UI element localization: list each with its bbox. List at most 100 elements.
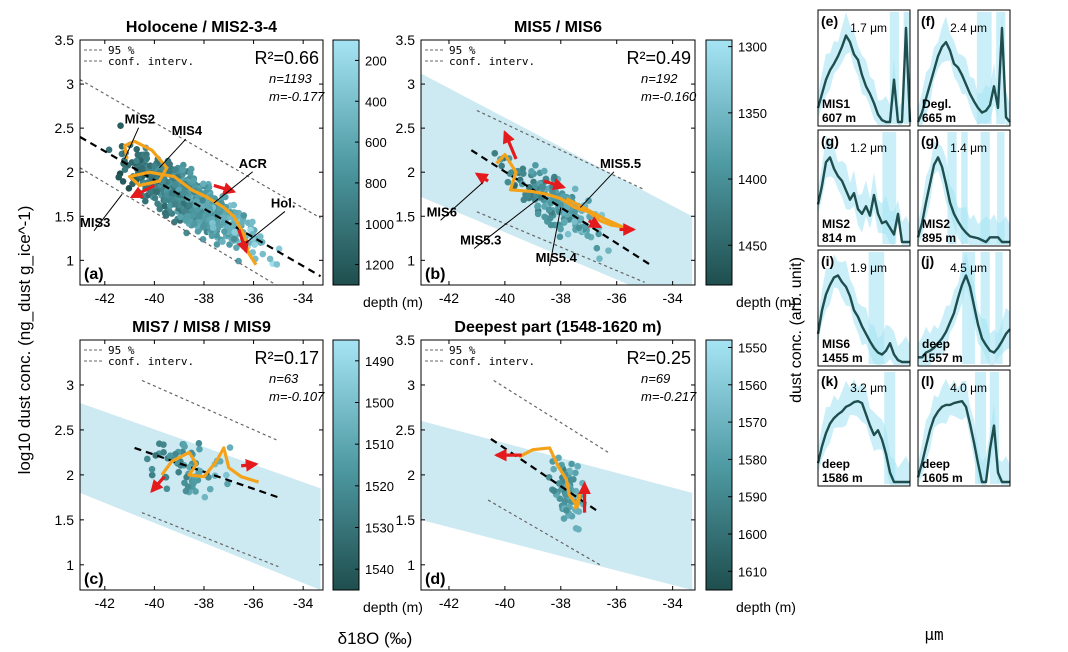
axes-frame [420,339,696,591]
r-squared: R²=0.66 [254,48,319,68]
y-tick-label: 1.5 [396,512,416,528]
colorbar-tick-label: 1570 [738,415,767,430]
data-point [105,146,113,154]
data-point [556,233,564,241]
spectrum-uncertainty [918,378,1010,485]
data-point [531,183,539,190]
data-point [560,515,568,522]
data-point [593,244,601,252]
y-tick-label: 2 [407,164,415,180]
data-point [572,469,579,477]
colorbar-tick-label: 1560 [738,378,767,393]
spectrum-gap-band [889,12,899,124]
peak-size-label: 2.4 μm [950,21,987,35]
data-point [224,480,231,488]
data-point [201,493,209,501]
spectrum-gap-band [980,132,990,244]
x-tick-label: -40 [495,290,515,306]
data-point [186,201,193,209]
data-point [231,228,239,236]
colorbar-tick-label: 600 [365,135,387,150]
x-tick-label: -36 [607,595,627,611]
y-tick-label: 3 [66,377,74,393]
data-point [273,261,281,268]
spectrum-line [816,274,910,364]
data-point [153,188,160,196]
x-tick-label: -40 [495,595,515,611]
spectrum-line [916,399,1010,484]
data-point [506,170,514,177]
data-point [161,202,169,210]
spectrum-frame [817,129,911,247]
red-arrow [474,172,489,185]
plot-area: MIS2 MIS4 ACR Hol. MIS3 [80,79,322,285]
red-arrow [240,458,259,472]
data-point [551,173,558,181]
colorbar-tick-label: 1450 [738,238,767,253]
data-point [534,202,542,210]
annotation-leader [93,193,123,232]
spectrum-label: (l) [921,373,934,389]
scatter-panel-c: -42 -40 -38 -36 -34 1 1.5 2 2.5 3 MIS7 / MIS8 / MI… [55,319,423,615]
data-point [230,235,238,243]
colorbar-gradient [332,339,360,591]
annotation-label: MIS2 [125,112,155,127]
data-point [547,199,554,207]
data-point [557,201,565,208]
uncertainty-band [421,420,693,590]
spectrum-label: (i) [821,253,834,269]
spectrum-frame [917,249,1011,367]
colorbar-tick-label: 1200 [365,258,394,273]
data-point [235,257,242,265]
data-point [154,200,161,207]
spectrum-line [918,274,1011,359]
y-tick-label: 1 [407,557,415,573]
n-count: n=69 [641,371,670,386]
data-point [144,455,151,463]
data-point [541,167,548,175]
data-point [148,471,156,479]
spectrum-label: (k) [821,373,838,389]
data-point [251,241,258,248]
data-point [181,443,188,450]
y-tick-label: 2.5 [55,422,75,438]
colorbar: 1550 1560 1570 1580 1590 1600 1610 depth (m) [705,339,796,615]
data-point [504,178,512,186]
spectrum-gap-band [975,372,987,484]
spectrum-frame [817,369,911,487]
y-tick-label: 2.5 [396,120,416,136]
data-point [550,487,558,495]
x-tick-label: -42 [95,595,115,611]
r-squared: R²=0.17 [254,348,319,368]
annotation-label: Hol. [271,195,296,210]
spectrum-period: deep [922,457,950,471]
colorbar-tick-label: 1540 [365,562,394,577]
x-tick-label: -38 [194,290,214,306]
panel-title: Deepest part (1548-1620 m) [454,319,661,336]
data-point [143,155,151,162]
regression-line [490,438,598,512]
data-point [524,192,532,200]
legend-text-2: conf. interv. [449,355,535,368]
legend-text-1: 95 % [108,344,135,357]
axes-frame [79,339,324,591]
annotation-leader [158,138,187,169]
data-point [151,194,159,202]
y-tick-label: 1 [66,252,74,268]
data-point [532,161,539,169]
colorbar-tick-label: 1350 [738,106,767,121]
spectrum-gap-band [995,252,1003,364]
peak-size-label: 1.2 μm [850,141,887,155]
ci-upper-line [141,379,279,442]
y-tick-label: 1.5 [55,208,75,224]
data-point [233,244,240,251]
data-point [199,197,206,204]
data-point [240,212,248,219]
data-point [191,478,198,485]
data-point [595,230,602,238]
y-tick-label: 2 [407,467,415,483]
colorbar-label: depth (m) [363,599,423,615]
